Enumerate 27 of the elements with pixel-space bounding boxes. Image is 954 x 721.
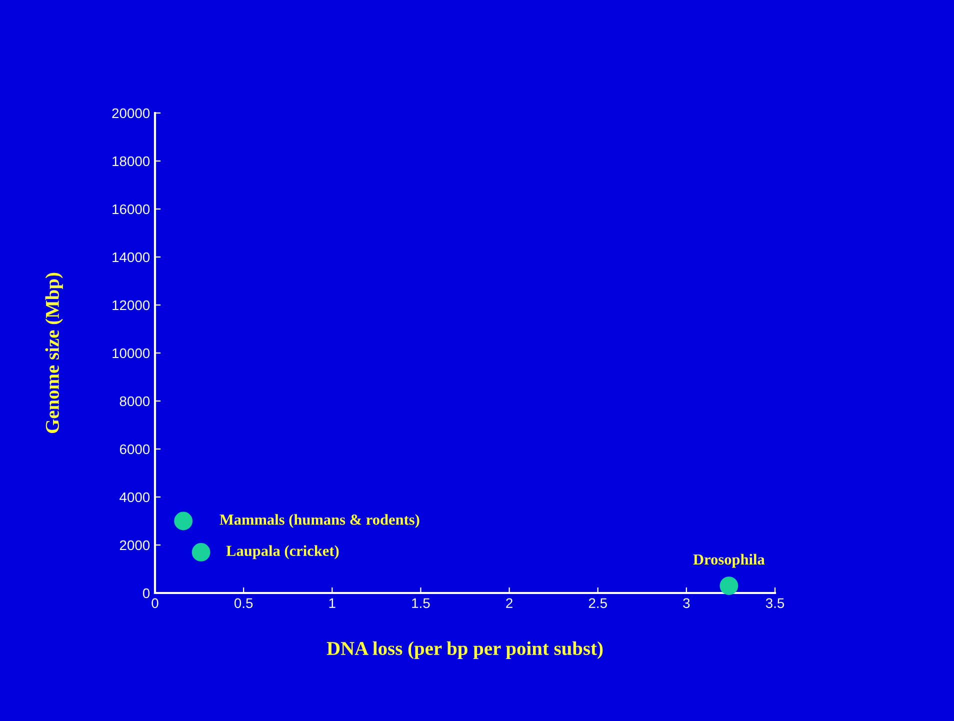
y-tick-label: 16000 [112,204,150,214]
y-tick-label: 14000 [112,252,150,262]
x-tick-label: 1.5 [412,598,430,608]
annotation: Mammals (humans & rodents) [220,514,420,528]
point [720,576,738,595]
y-tick-label: 4000 [120,492,150,502]
x-tick-label: 2.5 [588,598,607,608]
y-tick-label: 2000 [120,540,150,550]
x-tick-label: 0 [152,598,158,608]
y-tick-label: 8000 [120,396,150,406]
annotation: Drosophila [693,554,765,568]
x-axis-title: DNA loss (per bp per point subst) [326,641,603,659]
x-tick-label: 3.5 [766,598,784,608]
y-tick-label: 12000 [112,300,150,310]
y-tick-label: 10000 [112,348,150,358]
y-axis-title: Genome size (Mbp) [45,272,63,434]
x-tick-label: 3 [683,598,690,608]
y-tick-label: 18000 [112,156,150,166]
y-tick-label: 6000 [120,444,150,454]
point [174,512,193,530]
y-tick-label: 0 [142,588,150,598]
annotation: Laupala (cricket) [226,545,339,560]
y-tick-label: 20000 [112,108,150,118]
point [192,543,210,562]
x-tick-label: 0.5 [234,598,253,608]
x-tick-label: 1 [329,598,336,608]
x-tick-label: 2 [506,598,512,608]
